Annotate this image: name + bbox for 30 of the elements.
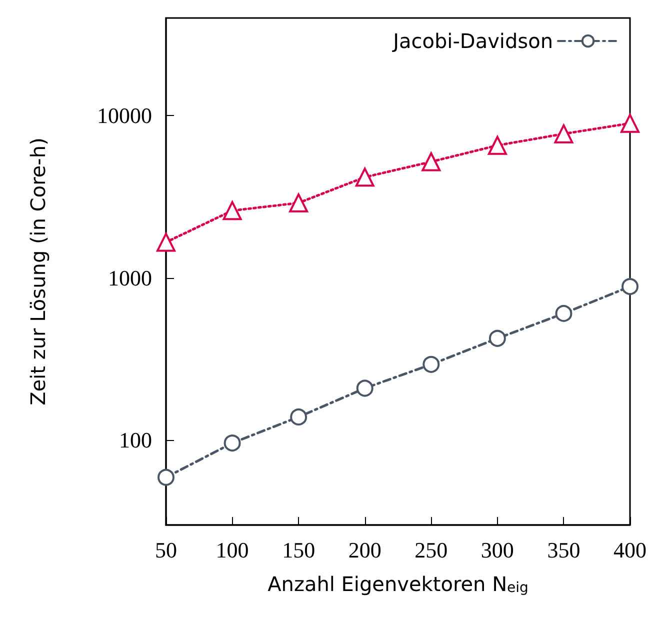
point: [622, 278, 638, 296]
x-tick-label: 150: [282, 538, 316, 562]
point: [488, 330, 506, 347]
point: [289, 193, 308, 212]
y-tick-label: 100: [119, 428, 152, 453]
point: [224, 434, 241, 452]
point: [422, 152, 441, 172]
x-tick-label: 50: [155, 538, 177, 562]
y-axis-title: Zeit zur Lösung (in Core-h): [26, 138, 50, 406]
legend-label: Jacobi-Davidson: [391, 29, 553, 53]
y-tick-label: 10000: [97, 103, 152, 128]
point: [488, 136, 507, 155]
x-tick-label: 350: [547, 538, 580, 562]
point: [290, 408, 308, 426]
x-tick-label: 100: [216, 538, 249, 562]
point: [356, 380, 374, 397]
x-tick-label: 250: [414, 538, 448, 562]
point: [158, 468, 174, 486]
x-axis-title: Anzahl Eigenvektoren Neig: [268, 572, 528, 596]
point: [555, 304, 572, 322]
point: [156, 232, 176, 252]
y-tick-label: 1000: [108, 265, 152, 290]
point: [422, 356, 440, 373]
point: [355, 168, 374, 187]
x-tick-label: 400: [614, 538, 646, 562]
point: [620, 114, 640, 133]
x-tick-label: 200: [348, 538, 382, 562]
point: [554, 124, 574, 144]
x-tick-label: 300: [480, 538, 514, 562]
point: [222, 201, 242, 220]
